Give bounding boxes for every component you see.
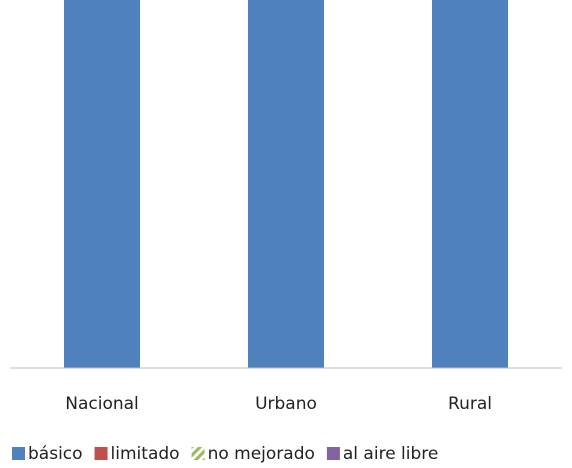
bar-segment xyxy=(248,0,324,368)
x-tick-label: Nacional xyxy=(65,394,139,414)
bar-segment xyxy=(64,0,140,369)
legend-label: básico xyxy=(28,444,83,464)
legend-label: limitado xyxy=(111,444,180,464)
bar-segment xyxy=(432,0,508,369)
legend-swatch xyxy=(326,447,340,460)
legend-label: al aire libre xyxy=(343,444,438,464)
legend-swatch xyxy=(191,447,205,460)
legend-swatch xyxy=(94,447,108,460)
x-tick-label: Rural xyxy=(448,394,492,414)
legend-swatch xyxy=(12,447,25,460)
x-tick-label: Urbano xyxy=(255,394,317,414)
legend-label: no mejorado xyxy=(208,444,315,464)
